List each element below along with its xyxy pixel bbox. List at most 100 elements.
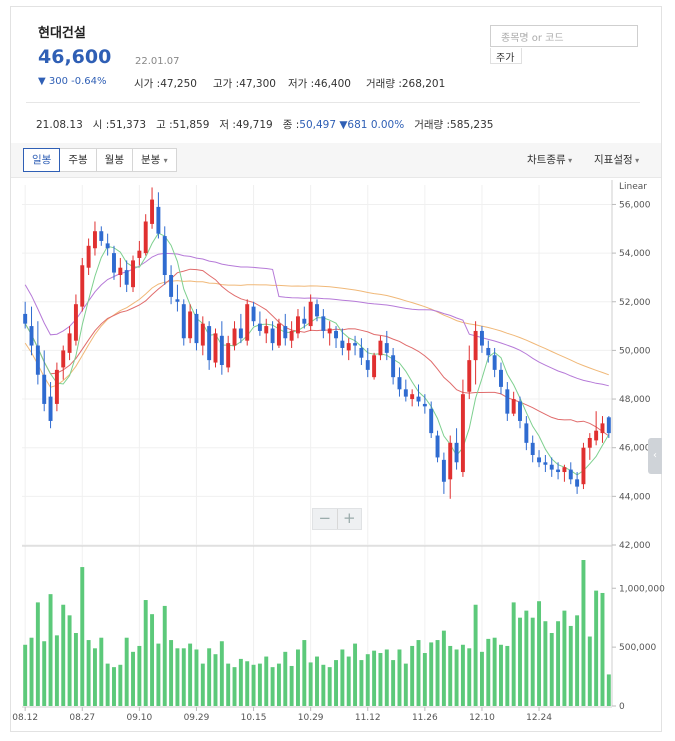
x-tick-label: 09.29 [184, 713, 210, 723]
candle-body [156, 206, 161, 234]
tab-minute[interactable]: 분봉 ▾ [131, 148, 177, 172]
volume-bar [581, 560, 586, 706]
ma60-line [24, 252, 609, 387]
candle-body [486, 347, 491, 356]
stock-search-input[interactable] [499, 32, 633, 45]
volume-bar [321, 664, 326, 706]
price-change: ▼ 300 -0.64% [38, 76, 107, 87]
candle-body [543, 462, 548, 465]
high-price: 고가 :47,300 [213, 78, 276, 90]
candle-body [556, 469, 561, 473]
volume-bar [594, 590, 599, 706]
y-tick-label: 48,000 [619, 395, 651, 405]
candle-body [340, 340, 345, 348]
tab-weekly[interactable]: 주봉 [59, 148, 97, 172]
volume-bar [524, 610, 529, 706]
candle-body [606, 417, 611, 434]
volume-bar [162, 605, 167, 706]
volume-bar [492, 637, 497, 706]
volume-bar [562, 610, 567, 706]
candle-body [270, 328, 275, 344]
volume-bar [518, 617, 522, 706]
candle-body [86, 245, 91, 268]
candle-body [48, 396, 53, 421]
volume-bar [175, 648, 180, 706]
volume-bar [105, 663, 110, 706]
tab-daily[interactable]: 일봉 [23, 148, 61, 172]
candle-body [112, 253, 116, 273]
candle-body [219, 335, 224, 365]
candle-body [150, 199, 155, 224]
volume-bar [29, 637, 34, 706]
candle-body [384, 343, 389, 353]
volume-bar [308, 662, 313, 706]
side-panel-toggle[interactable]: ‹ [648, 438, 662, 474]
search-option-dropdown[interactable]: 주가 [490, 48, 522, 64]
x-tick-label: 11.26 [412, 713, 438, 723]
volume-bar [67, 615, 72, 706]
volume-bar [549, 633, 554, 706]
chevron-left-icon: ‹ [653, 450, 657, 461]
candle-body [505, 389, 510, 414]
ma20-line [24, 268, 610, 437]
candle-body [499, 369, 503, 387]
low-price: 저가 :46,400 [288, 78, 351, 90]
candle-body [194, 313, 199, 344]
volume-bar [403, 663, 408, 706]
candle-body [264, 326, 269, 334]
candle-body [397, 377, 402, 390]
candle-body [378, 340, 383, 356]
candle-body [327, 328, 332, 334]
chart-panel [10, 6, 662, 732]
volume-bar [226, 663, 231, 706]
quote-date: 22.01.07 [135, 56, 180, 67]
volume-bar [486, 638, 491, 706]
zoom-out-button[interactable]: − [318, 509, 332, 527]
volume-bar [315, 656, 319, 706]
trade-volume: 거래량 :268,201 [366, 78, 446, 90]
x-tick-label: 10.29 [298, 713, 324, 723]
x-tick-label: 09.10 [126, 713, 152, 723]
volume-bar [48, 594, 53, 706]
ma120-line [24, 280, 609, 388]
chevron-down-icon: ▾ [565, 156, 573, 165]
candle-body [315, 304, 319, 317]
candle-body [92, 231, 97, 249]
volume-bar [435, 640, 440, 706]
volume-bar [283, 651, 288, 706]
stock-search-box[interactable] [490, 25, 638, 47]
candle-body [454, 442, 459, 463]
volume-bar [530, 617, 535, 706]
candle-body [283, 326, 288, 339]
candle-body [435, 435, 440, 458]
volume-bar [150, 614, 155, 706]
candle-body [289, 330, 294, 341]
candle-body [188, 311, 193, 339]
volume-bar [378, 653, 383, 706]
candle-body [73, 304, 78, 341]
candle-body [511, 399, 516, 414]
zoom-in-button[interactable]: + [342, 509, 356, 527]
volume-bar [537, 601, 542, 706]
candle-body [321, 316, 326, 331]
indicator-settings-menu[interactable]: 지표설정 ▾ [594, 154, 640, 166]
tab-monthly[interactable]: 월봉 [95, 148, 133, 172]
candle-body [600, 423, 605, 434]
y-tick-label: 52,000 [619, 298, 651, 308]
y-tick-label: 42,000 [619, 541, 651, 551]
candle-body [448, 442, 453, 480]
volume-bar [365, 654, 370, 706]
volume-bar [238, 658, 243, 706]
candle-body [105, 243, 110, 249]
volume-bar [118, 664, 123, 706]
y-tick-label: 46,000 [619, 444, 651, 454]
candle-body [302, 318, 307, 324]
candle-body [372, 355, 377, 378]
volume-bar [441, 630, 446, 706]
volume-bar [124, 637, 129, 706]
volume-bar [99, 637, 104, 706]
volume-tick-label: 0 [619, 702, 625, 712]
volume-bar [429, 642, 434, 706]
chart-type-menu[interactable]: 차트종류 ▾ [527, 154, 573, 166]
